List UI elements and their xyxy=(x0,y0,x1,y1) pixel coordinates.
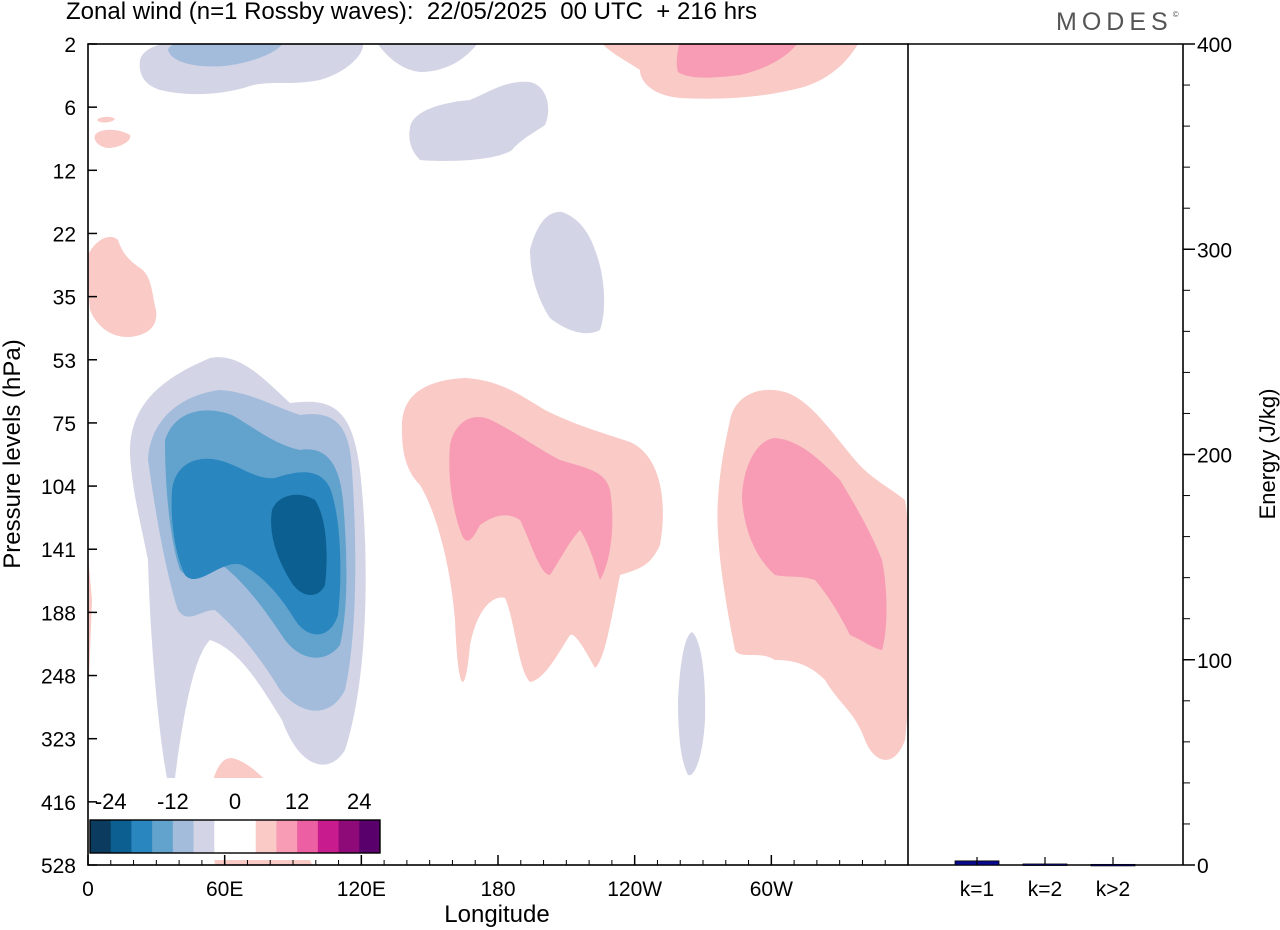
colorbar-tick-label: -12 xyxy=(157,789,189,814)
x-tick-label: 180 xyxy=(480,878,515,901)
colorbar-swatch xyxy=(172,820,194,853)
contour-neg-24 xyxy=(271,494,327,596)
y-tick-label: 188 xyxy=(41,602,76,625)
energy-tick-label: 300 xyxy=(1197,239,1232,262)
contour-6hpa-neg xyxy=(409,81,549,161)
x-tick-label: 0 xyxy=(82,878,94,901)
colorbar-tick-label: 12 xyxy=(285,789,309,814)
y-tick-label: 75 xyxy=(53,413,76,436)
modes-logo: MODES© xyxy=(1056,8,1179,37)
logo-text: MODES xyxy=(1056,8,1173,36)
energy-tick-label: 200 xyxy=(1197,445,1232,468)
colorbar-swatch xyxy=(110,820,132,853)
colorbar-swatch xyxy=(214,820,236,853)
energy-category-label: k=2 xyxy=(1028,878,1062,901)
y-tick-label: 323 xyxy=(41,729,76,752)
energy-category-label: k>2 xyxy=(1096,878,1130,901)
x-tick-label: 60W xyxy=(750,878,793,901)
colorbar-swatch xyxy=(255,820,277,853)
colorbar-frame xyxy=(89,819,381,854)
y-tick-label: 6 xyxy=(64,97,76,120)
y-tick-label: 22 xyxy=(53,223,76,246)
colorbar-swatch xyxy=(297,820,319,853)
colorbar-swatch xyxy=(276,820,298,853)
chart-title: Zonal wind (n=1 Rossby waves): 22/05/202… xyxy=(66,0,758,25)
contour-pos-a-12 xyxy=(449,416,613,580)
colorbar-swatch xyxy=(317,820,339,853)
x-tick-label: 60E xyxy=(206,878,243,901)
colorbar-swatch xyxy=(338,820,360,853)
colorbar-swatch xyxy=(235,820,257,853)
colorbar-tick-label: 24 xyxy=(347,789,371,814)
y-tick-label: 104 xyxy=(41,476,76,499)
y-tick-label: 141 xyxy=(41,539,76,562)
contour-field xyxy=(88,44,908,865)
y-tick-label: 35 xyxy=(53,287,76,310)
contour-248-neg xyxy=(678,632,706,776)
x-axis-label: Longitude xyxy=(444,901,549,928)
contour-top-neg-6 xyxy=(168,44,283,67)
y-tick-label: 2 xyxy=(64,34,76,57)
contour-8hpa-pos xyxy=(94,129,131,148)
y-tick-label: 528 xyxy=(41,855,76,878)
y-tick-label: 53 xyxy=(53,350,76,373)
y-tick-label: 12 xyxy=(53,160,76,183)
contour-35hpa-pos xyxy=(88,236,157,338)
logo-mark: © xyxy=(1172,10,1179,19)
axes: 0 60E 120E 180 120W 60W 2 6 12 22 35 53 75 104 141 188 2… xyxy=(41,34,1232,901)
energy-tick-label: 0 xyxy=(1197,855,1209,878)
colorbar-swatch xyxy=(152,820,174,853)
energy-category-label: k=1 xyxy=(960,878,994,901)
x-tick-label: 120W xyxy=(607,878,662,901)
energy-bars: k=1 k=2 k>2 xyxy=(954,857,1136,901)
x-tick-label: 120E xyxy=(337,878,386,901)
y-tick-label: 416 xyxy=(41,792,76,815)
contour-pos-b-12 xyxy=(742,438,887,650)
colorbar-swatch xyxy=(359,820,381,853)
colorbar-swatch xyxy=(90,820,112,853)
contour-4hpa-pos-dot xyxy=(97,116,115,123)
colorbar-swatch xyxy=(193,820,215,853)
contour-top-neg-small xyxy=(377,44,478,72)
contour-22hpa-neg xyxy=(530,211,605,334)
energy-tick-label: 100 xyxy=(1197,650,1232,673)
contour-top-pos-12 xyxy=(676,44,797,78)
y-axis-label: Pressure levels (hPa) xyxy=(0,339,26,568)
colorbar-tick-label: -24 xyxy=(95,789,127,814)
colorbar-tick-label: 0 xyxy=(229,789,241,814)
colorbar: -24 -12 0 12 24 xyxy=(88,778,384,860)
contour-pos-3-edge xyxy=(88,555,92,705)
energy-axis-label: Energy (J/kg) xyxy=(1255,389,1280,520)
energy-tick-label: 400 xyxy=(1197,34,1232,57)
colorbar-swatch xyxy=(131,820,153,853)
y-tick-label: 248 xyxy=(41,666,76,689)
